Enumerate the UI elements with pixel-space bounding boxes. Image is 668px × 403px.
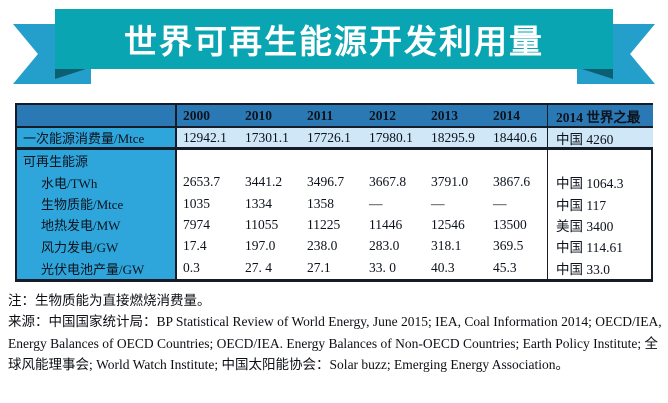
col-header-2010: 2010 — [239, 105, 301, 128]
ribbon-left-fold — [55, 68, 89, 79]
data-cell: 7974 — [183, 216, 210, 232]
data-cell: 13500 — [493, 216, 527, 232]
data-cell: 27.1 — [307, 260, 331, 275]
data-cell — [301, 150, 363, 171]
data-cell: 17301.1 — [239, 128, 301, 150]
data-cell: 197.0 — [245, 238, 276, 253]
data-cell: 11225 — [307, 216, 341, 232]
data-cell: 1035 — [183, 195, 210, 211]
data-cell: 11446 — [369, 216, 403, 232]
world-best-cell: 中国 1064.3 — [547, 171, 653, 193]
data-cell: 12546 — [431, 216, 465, 232]
energy-data-table: 2000 2010 2011 2012 2013 2014 2014 世界之最 … — [15, 103, 653, 282]
data-cell — [363, 150, 425, 171]
world-best-cell: 中国 33.0 — [547, 257, 653, 279]
note-line: 注：生物质能为直接燃烧消费量。 — [8, 293, 211, 308]
col-header-2013: 2013 — [425, 105, 487, 128]
col-header-2011: 2011 — [301, 105, 363, 128]
data-cell: 33. 0 — [369, 260, 396, 275]
data-cell: 17726.1 — [301, 128, 363, 150]
data-cell — [177, 150, 239, 171]
data-cell: 283.0 — [369, 238, 400, 253]
world-best-cell: 中国 114.61 — [547, 235, 653, 257]
footnotes: 注：生物质能为直接燃烧消费量。 来源：中国国家统计局：BP Statistica… — [8, 290, 662, 375]
data-cell: 27. 4 — [245, 260, 272, 275]
col-header-2000: 2000 — [177, 105, 239, 128]
data-cell: 3791.0 — [431, 174, 469, 189]
ribbon-band: 世界可再生能源开发利用量 — [55, 9, 613, 69]
data-cell: 238.0 — [307, 238, 338, 253]
data-cell: 40.3 — [431, 260, 455, 275]
page-title: 世界可再生能源开发利用量 — [124, 23, 544, 60]
data-cell: 45.3 — [493, 260, 517, 275]
data-cell: — — [369, 195, 383, 211]
data-cell: 3441.2 — [245, 174, 283, 189]
data-cell: 18295.9 — [425, 128, 487, 150]
row-label-hydro: 水电/TWh — [17, 171, 177, 193]
col-header-world-best: 2014 世界之最 — [547, 105, 653, 128]
row-label-geothermal: 地热发电/MW — [17, 214, 177, 235]
source-line: 来源：中国国家统计局：BP Statistical Review of Worl… — [8, 314, 662, 372]
data-cell: 11055 — [245, 216, 279, 232]
data-cell: 3867.6 — [493, 174, 531, 189]
row-label-primary-energy: 一次能源消费量/Mtce — [17, 128, 177, 150]
data-cell — [487, 150, 547, 171]
data-cell: 369.5 — [493, 238, 524, 253]
world-best-cell: 美国 3400 — [547, 214, 653, 235]
row-label-pv: 光伏电池产量/GW — [17, 257, 177, 279]
row-label-biomass: 生物质能/Mtce — [17, 193, 177, 214]
data-cell: 3496.7 — [307, 174, 345, 189]
data-cell: 318.1 — [431, 238, 462, 253]
data-cell — [425, 150, 487, 171]
col-header-2014: 2014 — [487, 105, 547, 128]
data-cell: 18440.6 — [487, 128, 547, 150]
row-label-renewables: 可再生能源 — [17, 150, 177, 171]
world-best-cell — [547, 150, 653, 171]
title-banner: 世界可再生能源开发利用量 — [0, 0, 668, 96]
world-best-cell: 中国 4260 — [547, 128, 653, 150]
data-cell: — — [493, 195, 507, 211]
col-header-2012: 2012 — [363, 105, 425, 128]
data-cell: — — [431, 195, 445, 211]
data-cell — [239, 150, 301, 171]
data-cell: 12942.1 — [177, 128, 239, 150]
data-cell: 3667.8 — [369, 174, 407, 189]
data-cell: 2653.7 — [183, 174, 221, 189]
data-cell: 1334 — [245, 195, 272, 211]
table-corner-cell — [17, 105, 177, 128]
data-cell: 1358 — [307, 195, 334, 211]
row-label-wind: 风力发电/GW — [17, 235, 177, 257]
ribbon-right-fold — [579, 68, 613, 79]
world-best-cell: 中国 117 — [547, 193, 653, 214]
data-cell: 17.4 — [183, 238, 207, 253]
data-cell: 0.3 — [183, 260, 200, 275]
data-cell: 17980.1 — [363, 128, 425, 150]
